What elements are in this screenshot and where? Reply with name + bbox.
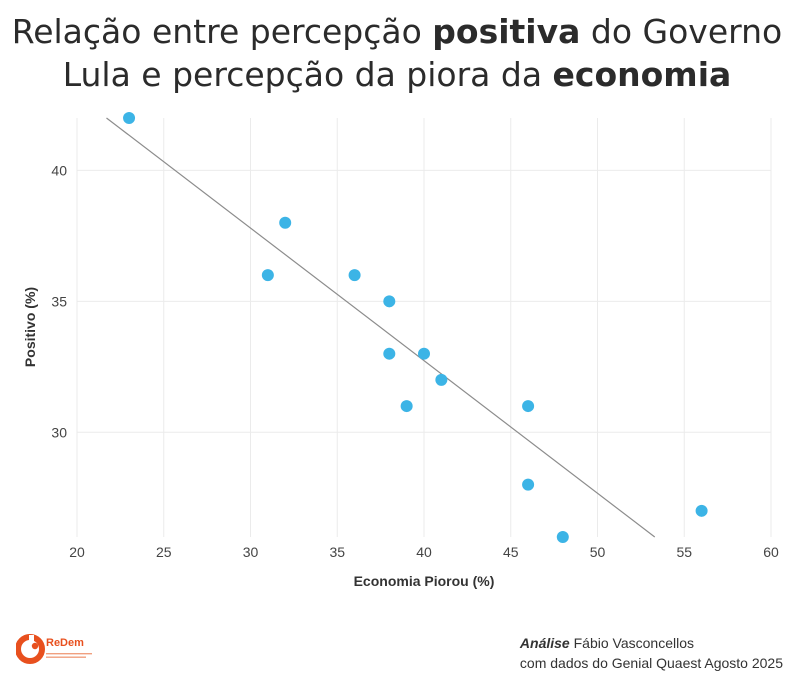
credit-author: Fábio Vasconcellos [569,635,694,651]
data-point [123,112,136,124]
credit-source: com dados do Genial Quaest Agosto 2025 [519,655,783,671]
data-point [435,373,448,386]
redem-logo [16,634,45,664]
scatter-chart: 20 25 30 35 40 45 50 55 60 30 35 40 Economia Pioro… [22,112,779,589]
title-bold-economia: economia [552,55,732,94]
x-tick-label: 40 [416,544,432,560]
trend-line [106,117,656,538]
title-part-3: Lula e percepção da piora da [62,55,553,94]
y-axis-title: Positivo (%) [22,287,38,367]
data-point [522,400,535,413]
x-tick-label: 45 [503,544,519,560]
credit-block: Análise Fábio Vasconcellos com dados do … [520,633,783,673]
data-point [261,269,274,282]
chart-title: Relação entre percepção positiva do Gove… [0,10,794,96]
data-points [123,112,708,543]
data-point [522,478,535,491]
x-tick-label: 30 [243,544,259,560]
data-point [279,216,292,229]
data-point [556,531,569,543]
data-point [418,347,430,360]
data-point [383,295,396,308]
y-tick-label: 30 [51,424,67,440]
x-axis-title: Economia Piorou (%) [354,573,495,589]
x-axis-ticks: 20 25 30 35 40 45 50 55 60 [69,544,779,560]
title-bold-positiva: positiva [432,12,581,51]
logo-tagline-graphic [46,653,92,658]
title-part-2: do Governo [580,12,783,51]
logo-ring-gap [29,635,34,643]
y-tick-label: 35 [51,293,67,309]
data-point [695,504,708,517]
x-tick-label: 25 [156,544,172,560]
y-tick-label: 40 [51,162,67,178]
x-tick-label: 35 [329,544,345,560]
credit-label: Análise [519,635,570,651]
y-axis-ticks: 30 35 40 [51,162,67,440]
data-point [348,269,361,282]
chart-grid [76,118,772,537]
data-point [383,347,396,360]
title-part-1: Relação entre percepção [11,12,433,51]
x-tick-label: 60 [763,544,779,560]
logo-dot-icon [31,642,39,650]
x-tick-label: 50 [590,544,606,560]
x-tick-label: 20 [69,544,85,560]
data-point [400,400,413,413]
x-tick-label: 55 [676,544,692,560]
logo-name: ReDem [46,637,84,649]
